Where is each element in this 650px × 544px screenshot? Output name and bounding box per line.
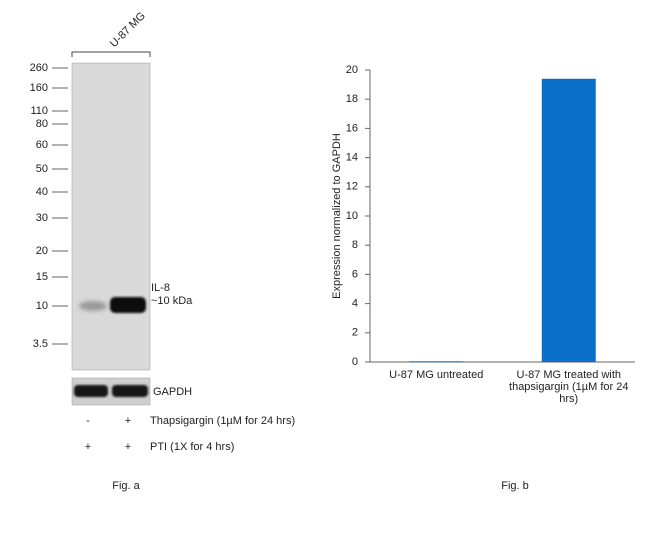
band-size: ~10 kDa: [151, 295, 193, 307]
y-tick-label: 14: [346, 152, 358, 164]
marker-label: 110: [30, 105, 48, 117]
treatment-sign: -: [86, 415, 90, 427]
gapdh-band: [74, 385, 108, 397]
band-label: IL-8: [151, 282, 170, 294]
marker-label: 10: [36, 300, 48, 312]
y-axis-label: Expression normalized to GAPDH: [331, 133, 343, 299]
marker-label: 160: [30, 82, 48, 94]
y-tick-label: 16: [346, 122, 358, 134]
y-tick-label: 8: [352, 239, 358, 251]
treatment-sign: +: [85, 441, 91, 453]
marker-label: 3.5: [33, 338, 48, 350]
y-tick-label: 10: [346, 210, 358, 222]
gapdh-band: [112, 385, 148, 397]
loading-label: GAPDH: [153, 386, 192, 398]
blot-membrane: [71, 62, 151, 371]
treatment-sign: +: [125, 415, 131, 427]
marker-label: 260: [30, 62, 48, 74]
faint-band: [79, 301, 107, 311]
y-tick-label: 4: [352, 298, 358, 310]
x-tick-label: U-87 MG untreated: [389, 369, 484, 381]
caption: Fig. a: [112, 480, 140, 492]
marker-label: 30: [36, 212, 48, 224]
y-tick-label: 0: [352, 356, 358, 368]
bar: [541, 78, 596, 362]
marker-label: 80: [36, 118, 48, 130]
x-tick-label: U-87 MG treated with thapsigargin (1µM f…: [509, 369, 629, 405]
marker-label: 60: [36, 139, 48, 151]
treatment-label: PTI (1X for 4 hrs): [150, 441, 234, 453]
marker-label: 40: [36, 186, 48, 198]
marker-label: 20: [36, 245, 48, 257]
marker-label: 15: [36, 271, 48, 283]
caption: Fig. b: [501, 480, 529, 492]
treatment-sign: +: [125, 441, 131, 453]
y-tick-label: 12: [346, 181, 358, 193]
il8-band: [110, 297, 146, 313]
treatment-label: Thapsigargin (1µM for 24 hrs): [150, 415, 295, 427]
bar: [409, 361, 464, 363]
marker-label: 50: [36, 163, 48, 175]
y-tick-label: 6: [352, 268, 358, 280]
lane-bracket: [71, 51, 151, 57]
lane-label: U-87 MG: [108, 10, 148, 50]
y-tick-label: 18: [346, 93, 358, 105]
y-tick-label: 20: [346, 64, 358, 76]
y-tick-label: 2: [352, 327, 358, 339]
